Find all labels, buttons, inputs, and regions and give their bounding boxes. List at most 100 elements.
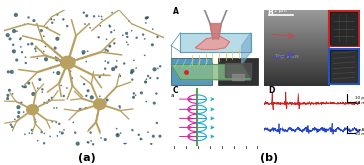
Point [85,50,91,53]
Point [14,30,20,33]
Point [109,11,115,14]
Point [16,111,22,114]
Point [35,87,41,89]
Point [102,138,108,141]
Point [55,37,60,40]
Point [157,65,163,68]
Point [138,137,144,140]
Point [114,127,119,130]
Point [47,135,53,138]
Point [134,36,139,39]
Point [31,19,37,22]
Point [56,59,62,62]
Point [157,135,163,137]
Point [126,20,132,22]
Point [64,25,70,27]
Point [154,122,160,124]
Point [86,141,91,144]
Point [54,58,60,61]
Point [31,93,36,95]
Point [23,62,29,64]
Polygon shape [332,51,356,82]
Point [87,26,93,29]
Point [43,58,49,61]
Point [152,68,158,71]
Point [155,67,161,70]
Point [9,71,15,73]
FancyBboxPatch shape [329,49,359,83]
Point [18,37,24,40]
Text: 5 nA: 5 nA [355,128,364,132]
Point [81,51,87,53]
Point [71,58,77,60]
Point [55,135,60,137]
Point [129,78,135,81]
Point [51,18,57,21]
Point [97,95,103,98]
Point [9,126,15,128]
Point [115,133,120,136]
Point [84,15,90,17]
Point [15,115,21,118]
Polygon shape [332,13,356,45]
Point [84,141,90,144]
Point [28,109,34,111]
Point [115,134,120,136]
Point [49,21,55,24]
Point [122,141,128,144]
Point [98,105,104,107]
Point [53,56,59,58]
Point [29,129,35,131]
Point [97,24,103,27]
Point [19,101,24,104]
Point [55,72,61,74]
Point [27,132,32,134]
Point [122,141,128,144]
Point [64,87,70,89]
Point [140,33,146,36]
Point [41,35,47,38]
Point [80,53,86,55]
Point [99,15,104,18]
Point [98,137,104,139]
Point [107,25,113,28]
Point [106,24,112,27]
Point [143,17,149,19]
Point [32,47,38,50]
Point [82,23,88,25]
Point [21,86,27,89]
Point [7,89,12,92]
Point [48,67,54,69]
Point [70,62,76,64]
Point [83,94,89,97]
Text: A: A [173,7,179,16]
Text: 10 ms: 10 ms [355,132,364,136]
Point [23,56,28,58]
Point [46,99,52,102]
Point [5,97,11,100]
Point [28,112,34,114]
Point [96,36,102,39]
Point [143,78,149,81]
Point [68,70,74,73]
Point [11,30,17,32]
Point [91,15,97,18]
Point [138,138,143,141]
Point [61,95,67,97]
Point [69,77,75,79]
Point [60,61,66,63]
Point [118,132,123,134]
Point [111,42,117,45]
Point [5,34,11,36]
Point [147,77,153,79]
Point [90,143,96,146]
Point [111,29,117,32]
Point [49,121,55,123]
Text: 10 ms: 10 ms [355,101,364,105]
Point [145,75,151,77]
Point [34,57,40,60]
Point [41,50,47,53]
Point [57,131,63,133]
Point [85,89,91,92]
Point [150,43,155,46]
